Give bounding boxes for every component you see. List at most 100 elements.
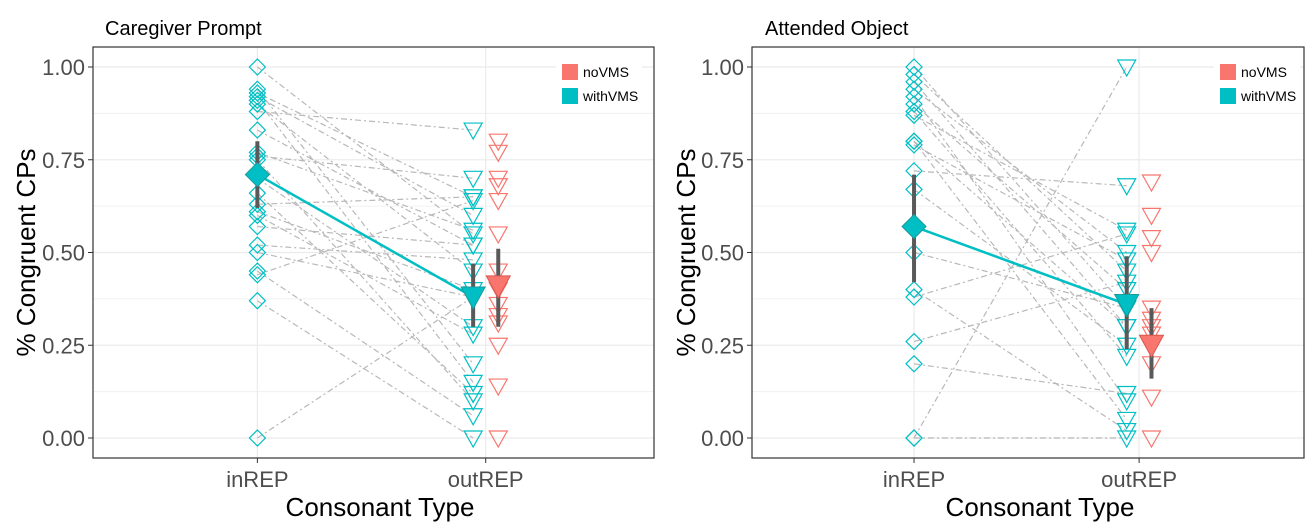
- point-inREP-withVMS: [248, 84, 267, 102]
- legend-swatch-withVMS: [562, 88, 578, 104]
- point-inREP-withVMS: [905, 429, 923, 447]
- point-outREP-withVMS: [1116, 178, 1137, 196]
- pair-line: [257, 199, 474, 276]
- pair-line: [913, 281, 1127, 343]
- pair-line: [257, 110, 474, 131]
- point-inREP-withVMS: [248, 206, 267, 225]
- point-outREP-noVMS: [488, 226, 509, 245]
- point-inREP-withVMS: [248, 243, 267, 262]
- x-tick-label: inREP: [883, 467, 945, 492]
- point-outREP-withVMS: [1116, 411, 1137, 430]
- point-outREP-withVMS: [1116, 222, 1137, 241]
- point-outREP-withVMS: [463, 252, 484, 271]
- point-outREP-withVMS: [463, 385, 484, 404]
- mean-marker-outREP-withVMS: [1113, 293, 1140, 318]
- pair-line: [257, 251, 474, 298]
- mean-line-withVMS: [913, 225, 1128, 306]
- point-outREP-withVMS: [1116, 59, 1137, 78]
- legend-swatch-noVMS: [562, 64, 578, 80]
- point-outREP-withVMS: [463, 408, 484, 426]
- legend-swatch-noVMS: [1220, 64, 1236, 80]
- point-outREP-noVMS: [1141, 174, 1162, 193]
- point-outREP-noVMS: [488, 133, 509, 152]
- y-tick-label: 1.00: [42, 55, 85, 80]
- mean-marker-outREP-noVMS: [485, 275, 512, 299]
- x-tick-label: inREP: [226, 467, 288, 492]
- point-outREP-withVMS: [463, 192, 484, 211]
- point-inREP-withVMS: [248, 102, 267, 121]
- point-inREP-withVMS: [905, 102, 923, 121]
- point-inREP-withVMS: [905, 95, 923, 113]
- point-inREP-withVMS: [248, 121, 267, 139]
- point-outREP-withVMS: [463, 189, 484, 208]
- pair-line: [913, 233, 1127, 298]
- point-outREP-noVMS: [488, 178, 509, 196]
- pair-line: [256, 192, 474, 394]
- legend-label-withVMS: withVMS: [582, 88, 638, 104]
- pair-line: [257, 151, 474, 231]
- point-inREP-withVMS: [905, 65, 923, 84]
- y-tick-label: 0.50: [42, 241, 85, 266]
- pair-line: [913, 289, 1128, 432]
- point-outREP-noVMS: [488, 192, 509, 211]
- pair-line: [913, 251, 1127, 309]
- pair-line: [913, 96, 1128, 402]
- mean-marker-inREP-withVMS: [901, 213, 927, 240]
- point-outREP-withVMS: [463, 122, 484, 141]
- point-inREP-withVMS: [248, 58, 267, 76]
- point-inREP-withVMS: [905, 72, 923, 91]
- x-tick-label: outREP: [448, 467, 524, 492]
- pair-line: [257, 270, 474, 417]
- point-inREP-withVMS: [248, 291, 267, 310]
- pair-line: [257, 196, 474, 205]
- chart-title: Caregiver Prompt: [105, 18, 262, 40]
- chart-panel-1: Caregiver Prompt 0.00 0.25 0.50 0.75 1.00 inRE…: [11, 18, 655, 522]
- x-tick-label: outREP: [1101, 467, 1177, 492]
- point-outREP-withVMS: [463, 237, 484, 256]
- point-inREP-withVMS: [905, 332, 923, 351]
- legend-label-noVMS: noVMS: [583, 64, 629, 80]
- y-tick-label: 0.25: [701, 333, 744, 358]
- y-axis-title: % Congruent CPs: [11, 148, 41, 356]
- point-inREP-withVMS: [905, 280, 923, 299]
- pair-line: [913, 188, 1128, 346]
- x-axis-title: Consonant Type: [946, 492, 1135, 522]
- y-tick-label: 1.00: [701, 55, 744, 80]
- point-inREP-withVMS: [248, 87, 267, 106]
- point-outREP-withVMS: [463, 356, 484, 375]
- point-outREP-withVMS: [1116, 252, 1137, 271]
- y-tick-label: 0.00: [42, 426, 85, 451]
- y-axis-title: % Congruent CPs: [671, 148, 701, 356]
- point-outREP-withVMS: [463, 326, 484, 345]
- pair-line: [256, 100, 474, 383]
- pair-line: [257, 96, 474, 216]
- point-outREP-withVMS: [1116, 226, 1137, 245]
- point-outREP-noVMS: [1141, 389, 1162, 408]
- pair-line: [913, 140, 1128, 420]
- point-outREP-noVMS: [1141, 430, 1162, 449]
- point-outREP-noVMS: [488, 378, 509, 397]
- point-inREP-withVMS: [905, 132, 923, 151]
- point-inREP-withVMS: [248, 202, 267, 221]
- point-outREP-noVMS: [488, 144, 509, 163]
- point-outREP-noVMS: [1141, 300, 1162, 319]
- point-inREP-withVMS: [248, 262, 267, 280]
- pair-line: [256, 159, 474, 402]
- point-inREP-withVMS: [248, 236, 267, 254]
- point-outREP-noVMS: [1141, 230, 1162, 248]
- pair-line: [257, 296, 474, 439]
- mean-line-withVMS: [256, 173, 474, 299]
- pair-line: [257, 66, 474, 235]
- y-tick-label: 0.00: [701, 426, 744, 451]
- legend-label-withVMS: withVMS: [1240, 88, 1296, 104]
- point-outREP-withVMS: [463, 207, 484, 226]
- y-tick-label: 0.75: [42, 148, 85, 173]
- pair-line: [913, 114, 1128, 231]
- point-outREP-withVMS: [463, 393, 484, 412]
- pair-line: [913, 88, 1128, 253]
- point-inREP-withVMS: [905, 80, 923, 99]
- point-inREP-withVMS: [248, 217, 267, 236]
- point-outREP-withVMS: [463, 226, 484, 245]
